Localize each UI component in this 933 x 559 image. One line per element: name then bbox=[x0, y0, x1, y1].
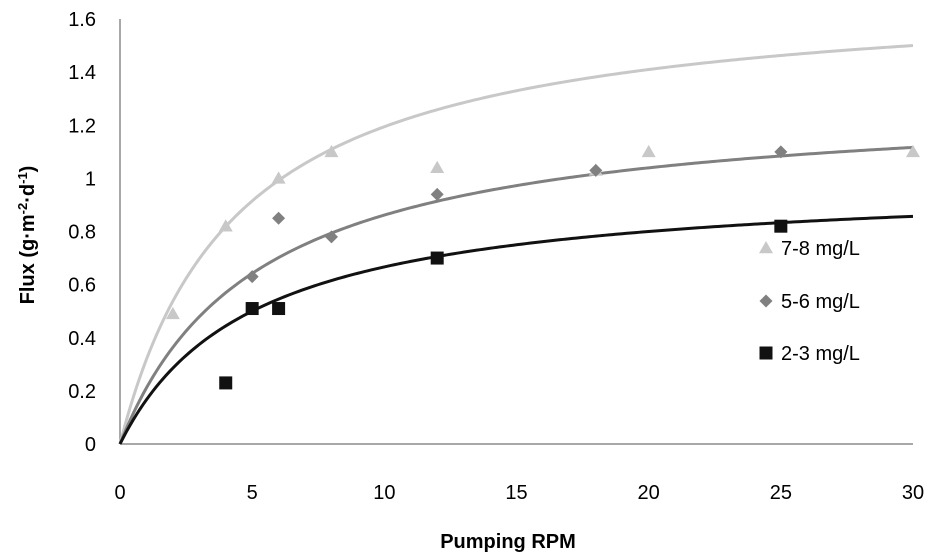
y-tick-label: 0.8 bbox=[68, 222, 96, 244]
data-point bbox=[430, 187, 444, 201]
y-tick-label: 1.2 bbox=[68, 115, 96, 137]
data-point bbox=[218, 219, 233, 232]
data-point bbox=[271, 171, 286, 184]
data-point bbox=[774, 145, 788, 159]
data-point bbox=[219, 376, 233, 390]
data-point bbox=[245, 270, 259, 284]
x-tick-label: 20 bbox=[638, 482, 660, 504]
y-tick-label: 0.6 bbox=[68, 275, 96, 297]
fit-curve bbox=[118, 44, 914, 445]
legend-marker bbox=[759, 241, 773, 254]
legend-label: 7-8 mg/L bbox=[781, 238, 860, 260]
data-point bbox=[430, 160, 445, 173]
data-point bbox=[774, 219, 788, 233]
data-point bbox=[272, 211, 286, 225]
x-tick-label: 15 bbox=[505, 482, 527, 504]
tick-labels: 0 0.2 0.4 0.6 0.8 1 1.2 1.4 1.6 0 5 10 15 20 25 30 bbox=[68, 9, 924, 504]
y-tick-label: 0.2 bbox=[68, 381, 96, 403]
legend-marker bbox=[759, 294, 773, 308]
y-tick-label: 0 bbox=[85, 434, 96, 456]
legend: 7-8 mg/L 5-6 mg/L 2-3 mg/L bbox=[759, 238, 860, 365]
y-tick-label: 1 bbox=[85, 168, 96, 190]
data-point bbox=[906, 144, 920, 158]
data-point bbox=[272, 302, 286, 316]
data-point bbox=[324, 144, 339, 158]
legend-marker bbox=[759, 346, 773, 360]
data-point bbox=[430, 251, 444, 265]
data-point bbox=[165, 306, 180, 320]
data-point bbox=[324, 230, 338, 244]
data-point bbox=[245, 302, 259, 316]
x-axis-title: Pumping RPM bbox=[440, 531, 576, 553]
data-points bbox=[165, 144, 920, 390]
x-tick-label: 5 bbox=[247, 482, 258, 504]
y-tick-label: 1.6 bbox=[68, 9, 96, 31]
axes bbox=[119, 19, 913, 445]
y-axis-title: Flux (g·m-2·d-1) bbox=[15, 166, 40, 305]
data-point bbox=[641, 144, 656, 158]
x-tick-label: 30 bbox=[902, 482, 924, 504]
data-point bbox=[589, 163, 603, 177]
x-tick-label: 0 bbox=[114, 482, 125, 504]
legend-label: 5-6 mg/L bbox=[781, 291, 860, 313]
y-tick-label: 1.4 bbox=[68, 62, 96, 84]
legend-label: 2-3 mg/L bbox=[781, 343, 860, 365]
x-tick-label: 10 bbox=[373, 482, 395, 504]
y-tick-label: 0.4 bbox=[68, 328, 96, 350]
x-tick-label: 25 bbox=[770, 482, 792, 504]
